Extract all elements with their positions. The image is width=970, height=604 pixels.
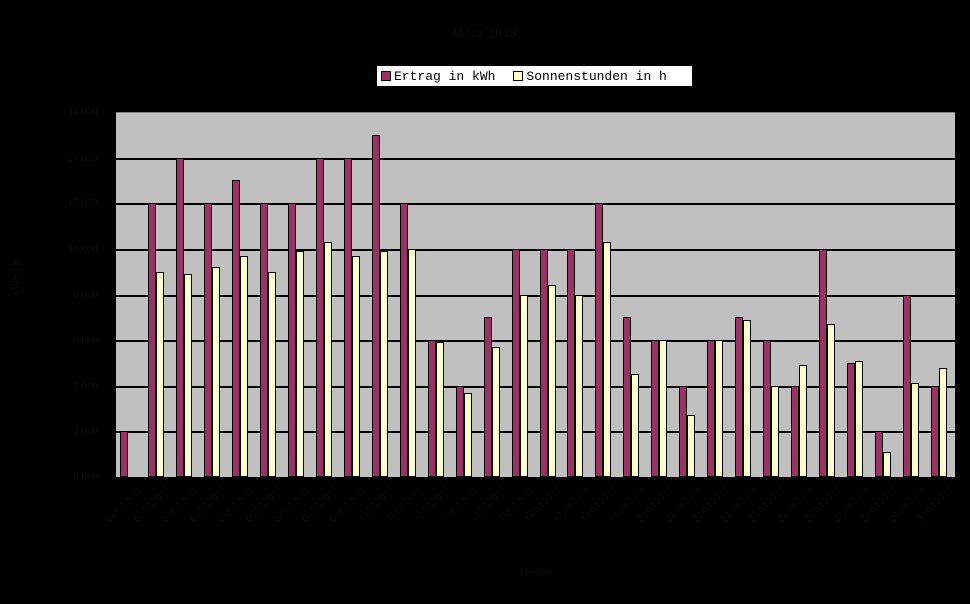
bar-ertrag [539,248,548,477]
bar-ertrag [427,340,436,477]
bar-sonnenstunden [827,324,836,477]
bar-sonnenstunden [323,242,332,477]
bar-ertrag [875,431,884,477]
bar-sonnenstunden [519,294,528,477]
legend-label-ertrag: Ertrag in kWh [394,68,496,84]
bar-sonnenstunden [239,255,248,477]
bar-ertrag [455,385,464,477]
bar-sonnenstunden [491,346,500,477]
bar-ertrag [371,134,380,477]
bar-sonnenstunden [911,383,920,477]
bar-ertrag [931,385,940,477]
gridline [116,294,955,297]
x-axis-line [116,477,955,479]
bar-ertrag [175,157,184,477]
bar-ertrag [147,203,156,477]
bar-ertrag [567,248,576,477]
bar-sonnenstunden [743,319,752,477]
bar-ertrag [735,317,744,477]
bar-ertrag [651,340,660,477]
gridline [116,157,955,160]
gridline [116,340,955,343]
legend-item-ertrag: Ertrag in kWh [381,69,495,84]
x-axis-label: Datum [520,567,550,579]
gridline [116,248,955,251]
bar-ertrag [595,203,604,477]
gridline [116,385,955,388]
bar-sonnenstunden [715,340,724,477]
bar-ertrag [315,157,324,477]
y-axis-label: kWh / h [10,260,22,296]
bar-ertrag [120,431,128,477]
y-tick-label: 14,000 [67,151,98,164]
bar-ertrag [511,248,520,477]
bar-ertrag [791,385,800,477]
bar-ertrag [763,340,772,477]
chart-title: März 2013 [452,25,518,40]
bar-sonnenstunden [575,294,584,477]
bar-ertrag [847,362,856,477]
bar-sonnenstunden [631,374,640,477]
legend-item-sonnenstunden: Sonnenstunden in h [513,68,667,84]
bar-sonnenstunden [547,285,556,477]
bar-sonnenstunden [883,451,892,477]
bar-ertrag [343,157,352,477]
bar-sonnenstunden [407,248,416,477]
bar-ertrag [287,203,296,477]
bar-sonnenstunden [687,415,696,477]
bar-sonnenstunden [351,255,360,477]
y-tick-label: 6,000 [73,334,98,347]
y-tick-label: 10,000 [67,242,98,255]
bar-sonnenstunden [939,367,948,477]
bar-ertrag [259,203,268,477]
bar-ertrag [819,248,828,477]
y-tick-label: 4,000 [73,379,98,392]
y-tick-label: 2,000 [73,425,98,438]
bar-sonnenstunden [435,342,444,477]
legend-label-sonnenstunden: Sonnenstunden in h [526,68,667,84]
bar-ertrag [679,385,688,477]
bar-sonnenstunden [155,271,164,477]
bar-ertrag [203,203,212,477]
bar-sonnenstunden [295,251,304,477]
y-tick-label: 12,000 [67,197,98,210]
plot-area [116,112,955,477]
bar-sonnenstunden [771,385,780,477]
bar-sonnenstunden [659,340,668,477]
bar-sonnenstunden [463,392,472,477]
bar-ertrag [399,203,408,477]
bar-ertrag [483,317,492,477]
bar-sonnenstunden [267,271,276,477]
gridline [116,431,955,434]
y-tick-label: 8,000 [73,288,98,301]
bar-sonnenstunden [603,242,612,477]
gridline [116,203,955,206]
bar-sonnenstunden [211,267,220,477]
legend-swatch-sonnenstunden [513,71,524,81]
bar-ertrag [707,340,716,477]
y-tick-label: 0,000 [73,471,98,483]
bar-ertrag [903,294,912,477]
chart-legend: Ertrag in kWh Sonnenstunden in h [376,65,693,87]
bar-ertrag [231,180,240,477]
bar-sonnenstunden [379,251,388,477]
legend-swatch-ertrag [381,71,391,81]
bar-sonnenstunden [855,360,864,477]
bar-ertrag [623,317,632,477]
bar-sonnenstunden [183,273,192,477]
y-tick-label: 16,000 [67,106,98,118]
bar-sonnenstunden [799,365,808,477]
